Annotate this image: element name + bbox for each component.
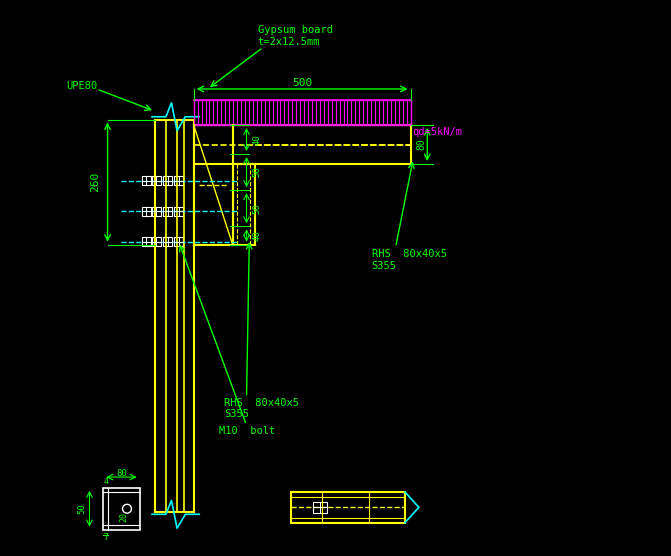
Text: UPE80: UPE80 <box>66 81 97 91</box>
Bar <box>152 237 161 246</box>
Circle shape <box>123 504 132 513</box>
Text: RHS  80x40x5
S355: RHS 80x40x5 S355 <box>372 250 447 271</box>
Text: 80: 80 <box>417 138 427 151</box>
Text: 50: 50 <box>252 203 261 214</box>
Text: 80: 80 <box>116 469 127 478</box>
Bar <box>163 237 172 246</box>
Text: RHS  80x40x5
S355: RHS 80x40x5 S355 <box>224 398 299 419</box>
Text: 500: 500 <box>292 78 312 88</box>
Text: 20: 20 <box>119 512 129 522</box>
Bar <box>142 176 151 185</box>
Bar <box>152 176 161 185</box>
Bar <box>152 207 161 216</box>
Text: 50: 50 <box>252 167 261 177</box>
Text: M10  bolt: M10 bolt <box>219 426 275 436</box>
Bar <box>174 176 183 185</box>
Bar <box>142 237 151 246</box>
Bar <box>194 100 411 125</box>
Bar <box>103 488 140 529</box>
Bar <box>291 492 405 523</box>
Text: qd=5kN/m: qd=5kN/m <box>412 127 462 137</box>
Text: 40: 40 <box>252 134 261 145</box>
Text: 7: 7 <box>103 533 109 543</box>
Bar <box>163 176 172 185</box>
Text: 260: 260 <box>91 172 100 192</box>
Bar <box>174 207 183 216</box>
Text: Gypsum board
t=2x12.5mm: Gypsum board t=2x12.5mm <box>258 26 333 47</box>
Text: 4: 4 <box>103 476 108 486</box>
Bar <box>174 237 183 246</box>
Bar <box>163 207 172 216</box>
Bar <box>313 502 327 513</box>
Text: 40: 40 <box>252 230 261 241</box>
Text: 50: 50 <box>78 503 87 514</box>
Bar <box>142 207 151 216</box>
